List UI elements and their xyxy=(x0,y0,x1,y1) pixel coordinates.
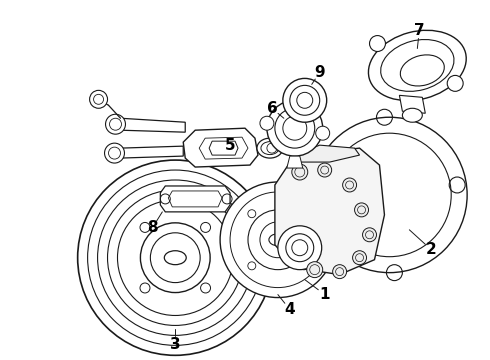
Circle shape xyxy=(333,265,346,279)
Circle shape xyxy=(260,116,274,130)
Circle shape xyxy=(312,117,467,273)
Circle shape xyxy=(355,203,368,217)
Circle shape xyxy=(307,262,323,278)
Text: 3: 3 xyxy=(170,337,181,352)
Polygon shape xyxy=(275,148,385,275)
Circle shape xyxy=(447,75,463,91)
Circle shape xyxy=(278,226,322,270)
Text: 4: 4 xyxy=(285,302,295,317)
Circle shape xyxy=(77,160,273,355)
Circle shape xyxy=(353,251,367,265)
Text: 5: 5 xyxy=(225,138,235,153)
Text: 1: 1 xyxy=(319,287,330,302)
Polygon shape xyxy=(121,118,185,132)
Circle shape xyxy=(283,78,327,122)
Circle shape xyxy=(105,114,125,134)
Polygon shape xyxy=(183,128,258,167)
Polygon shape xyxy=(295,145,360,162)
Text: 7: 7 xyxy=(414,23,425,38)
Ellipse shape xyxy=(257,138,283,158)
Polygon shape xyxy=(121,146,183,158)
Polygon shape xyxy=(287,156,303,168)
Circle shape xyxy=(369,36,386,51)
Circle shape xyxy=(104,143,124,163)
Circle shape xyxy=(267,100,323,156)
Circle shape xyxy=(343,178,357,192)
Polygon shape xyxy=(160,186,230,212)
Circle shape xyxy=(220,182,336,298)
Polygon shape xyxy=(399,95,425,113)
Circle shape xyxy=(363,228,376,242)
Circle shape xyxy=(318,163,332,177)
Text: 6: 6 xyxy=(267,101,277,116)
Text: 8: 8 xyxy=(147,220,158,235)
Text: 9: 9 xyxy=(315,65,325,80)
Circle shape xyxy=(292,164,308,180)
Text: 2: 2 xyxy=(426,242,437,257)
Ellipse shape xyxy=(402,108,422,122)
Circle shape xyxy=(316,126,330,140)
Ellipse shape xyxy=(368,30,466,100)
Circle shape xyxy=(90,90,107,108)
